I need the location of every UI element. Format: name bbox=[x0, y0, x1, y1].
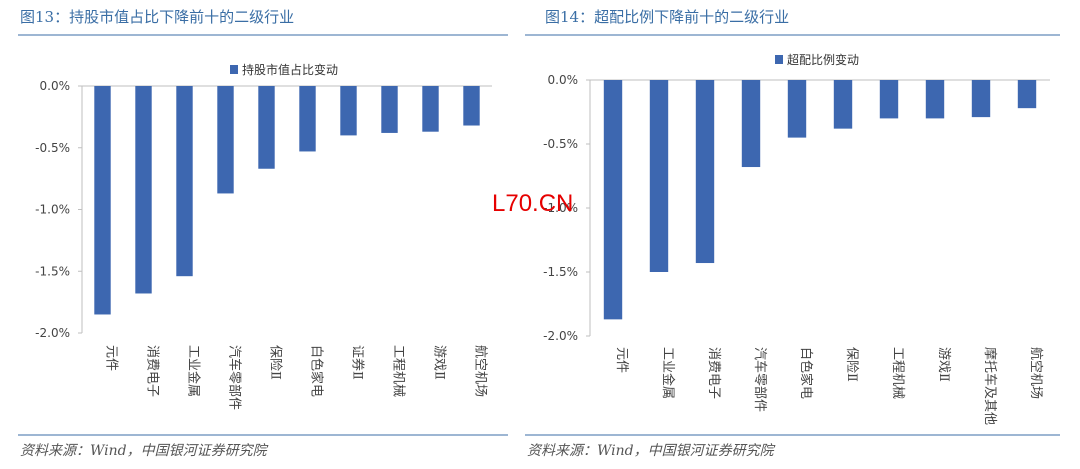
category-label: 元件 bbox=[614, 347, 629, 373]
y-tick-label: -1.5% bbox=[35, 264, 70, 278]
category-label: 工业金属 bbox=[186, 345, 202, 397]
bar bbox=[94, 86, 111, 315]
category-label: 航空机场 bbox=[473, 345, 489, 397]
category-label: 汽车零部件 bbox=[752, 347, 768, 412]
bar bbox=[971, 80, 991, 118]
y-tick-label: -1.5% bbox=[543, 265, 578, 279]
y-tick-label: -0.5% bbox=[543, 137, 578, 151]
category-label: 工程机械 bbox=[391, 345, 406, 397]
chart-panel-right: 图14：超配比例下降前十的二级行业 0.0% -0.5% -1.0% -1.5% -2.… bbox=[525, 0, 1065, 469]
category-label: 汽车零部件 bbox=[227, 345, 243, 410]
watermark: L70.CN bbox=[492, 190, 574, 217]
legend-swatch bbox=[775, 55, 783, 64]
legend-label: 持股市值占比变动 bbox=[242, 62, 338, 77]
legend-swatch bbox=[230, 65, 238, 74]
category-label: 航空机场 bbox=[1028, 347, 1044, 399]
y-tick-label: -1.0% bbox=[543, 201, 578, 215]
bar bbox=[925, 80, 945, 119]
bar bbox=[695, 80, 715, 264]
category-label: 消费电子 bbox=[145, 345, 160, 397]
category-label: 白色家电 bbox=[798, 347, 814, 399]
bar bbox=[649, 80, 669, 272]
y-tick-label: 0.0% bbox=[548, 73, 579, 87]
title-divider bbox=[18, 34, 508, 36]
category-label: 摩托车及其他 bbox=[982, 347, 998, 425]
bar bbox=[879, 80, 899, 119]
bar bbox=[787, 80, 807, 138]
category-label: 白色家电 bbox=[309, 345, 325, 397]
figure-title: 图14：超配比例下降前十的二级行业 bbox=[545, 8, 790, 26]
category-label: 消费电子 bbox=[706, 347, 721, 399]
category-label: 保险Ⅱ bbox=[844, 347, 859, 382]
category-label: 工业金属 bbox=[660, 347, 676, 399]
y-tick-label: -1.0% bbox=[35, 203, 70, 217]
bar bbox=[217, 86, 234, 194]
legend-label: 超配比例变动 bbox=[787, 52, 859, 67]
bar bbox=[833, 80, 853, 129]
category-label: 证券Ⅱ bbox=[350, 345, 366, 380]
category-label: 保险Ⅱ bbox=[268, 345, 283, 380]
bar bbox=[135, 86, 152, 294]
bar bbox=[381, 86, 398, 133]
bar bbox=[1017, 80, 1037, 109]
category-label: 游戏Ⅱ bbox=[432, 345, 447, 380]
category-label: 元件 bbox=[104, 345, 119, 371]
bar bbox=[340, 86, 357, 136]
y-tick-label: -0.5% bbox=[35, 141, 70, 155]
chart-panel-left: 图13：持股市值占比下降前十的二级行业 0.0% -0.5% -1.0% -1.5% -… bbox=[0, 0, 538, 469]
bar bbox=[176, 86, 193, 277]
source-divider bbox=[525, 434, 1060, 436]
y-tick-label: 0.0% bbox=[40, 79, 71, 93]
title-divider bbox=[525, 34, 1060, 36]
category-label: 工程机械 bbox=[890, 347, 905, 399]
source-divider bbox=[18, 434, 508, 436]
y-tick-label: -2.0% bbox=[35, 326, 70, 340]
bar bbox=[741, 80, 761, 168]
bar bbox=[299, 86, 316, 152]
bar bbox=[603, 80, 623, 320]
figure-title: 图13：持股市值占比下降前十的二级行业 bbox=[20, 8, 295, 26]
source-note: 资料来源：Wind，中国银河证券研究院 bbox=[527, 443, 774, 459]
y-tick-label: -2.0% bbox=[543, 329, 578, 343]
bar bbox=[463, 86, 480, 126]
bar bbox=[422, 86, 439, 132]
bar bbox=[258, 86, 275, 169]
source-note: 资料来源：Wind，中国银河证券研究院 bbox=[20, 443, 267, 459]
category-label: 游戏Ⅱ bbox=[936, 347, 951, 382]
